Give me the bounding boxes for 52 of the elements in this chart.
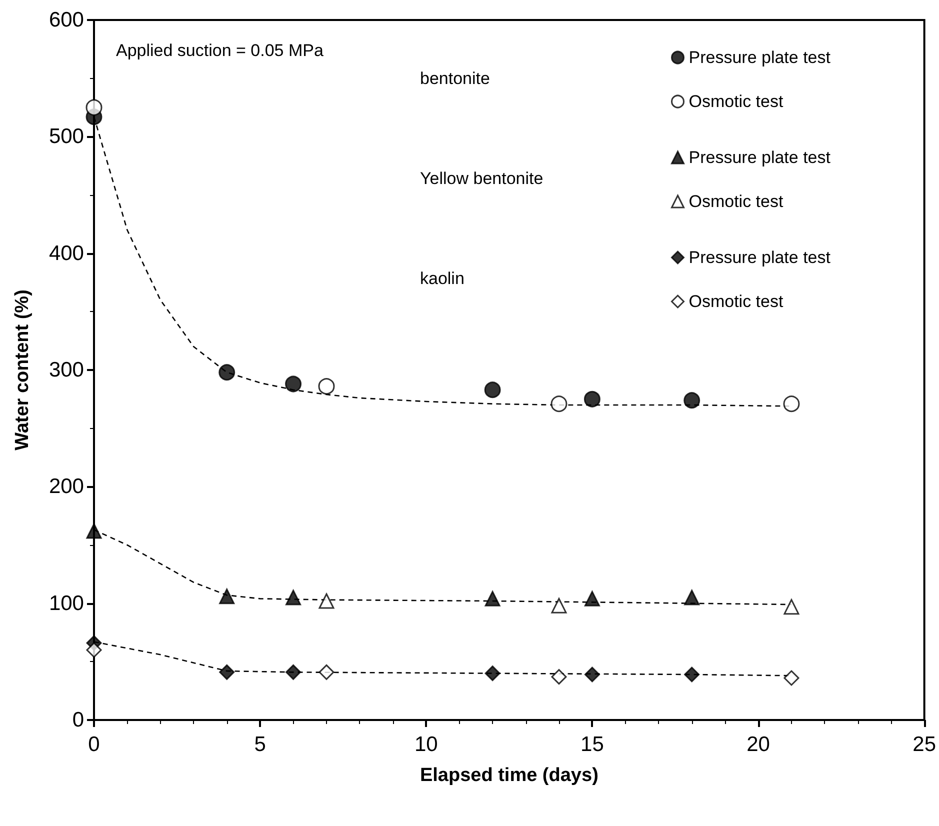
point: [784, 599, 800, 615]
point: [219, 664, 235, 680]
annotation: bentonite: [420, 69, 490, 88]
point: [550, 396, 568, 412]
y-tick-label: 200: [48, 475, 84, 498]
point: [285, 376, 302, 392]
annotation: Yellow bentonite: [420, 169, 544, 188]
point: [684, 590, 700, 606]
x-tick-label: 25: [912, 733, 936, 756]
x-tick-label: 5: [254, 733, 266, 756]
point: [86, 99, 102, 116]
point: [286, 664, 302, 680]
point: [684, 392, 700, 409]
point: [219, 588, 235, 604]
x-axis-title: Elapsed time (days): [420, 765, 598, 786]
y-tick-label: 400: [48, 242, 84, 265]
point: [551, 598, 567, 614]
point: [318, 378, 335, 395]
y-tick-label: 0: [72, 708, 84, 732]
annotation: kaolin: [420, 269, 464, 288]
point: [684, 666, 700, 682]
point: [584, 666, 600, 682]
legend-label: Osmotic test: [688, 92, 784, 111]
legend-label: Osmotic test: [688, 292, 784, 311]
point: [286, 590, 302, 606]
annotation: Applied suction = 0.05 MPa: [116, 41, 324, 60]
x-tick-label: 10: [414, 733, 438, 756]
point: [218, 364, 236, 381]
point: [86, 523, 102, 539]
point: [484, 666, 500, 682]
point: [783, 396, 800, 412]
point: [318, 593, 334, 609]
legend-label: Pressure plate test: [688, 48, 831, 67]
x-tick-label: 15: [580, 733, 604, 756]
point: [318, 664, 334, 680]
point: [551, 669, 567, 685]
point: [484, 382, 501, 398]
y-axis-title: Water content (%): [12, 290, 33, 450]
legend-label: Pressure plate test: [688, 148, 831, 167]
y-tick-label: 100: [48, 592, 84, 615]
y-tick-label: 600: [48, 8, 84, 32]
point: [584, 390, 600, 408]
y-tick-label: 500: [48, 125, 84, 148]
x-tick-label: 0: [88, 733, 100, 756]
legend-label: Osmotic test: [688, 192, 784, 211]
y-tick-label: 300: [48, 358, 84, 382]
point: [584, 590, 600, 606]
legend-label: Pressure plate test: [688, 248, 831, 267]
point: [86, 642, 102, 658]
point: [784, 670, 800, 686]
point: [484, 590, 500, 606]
x-tick-label: 20: [746, 733, 770, 756]
